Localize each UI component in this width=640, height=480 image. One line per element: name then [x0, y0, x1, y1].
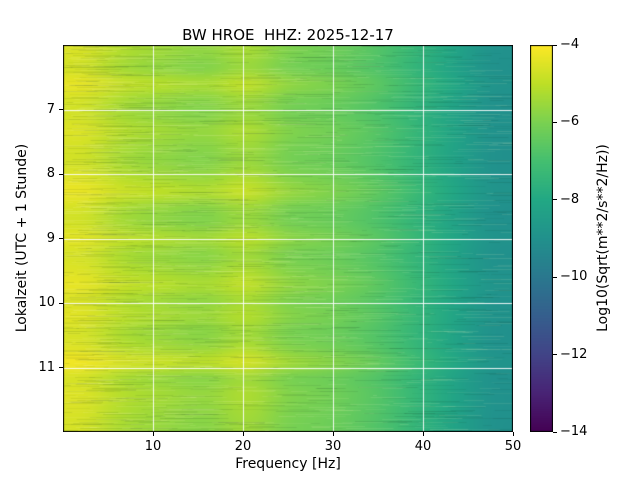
y-tick-label: 7 [46, 101, 55, 117]
colorbar-tick-label: −8 [560, 191, 580, 207]
colorbar [530, 45, 553, 432]
x-tick-label: 50 [504, 439, 522, 454]
colorbar-tick-mark [553, 276, 557, 278]
y-tick-label: 10 [38, 295, 55, 310]
x-tick-mark [242, 432, 244, 436]
colorbar-tick-label: −10 [560, 269, 588, 285]
y-tick-mark [59, 109, 63, 110]
x-tick-label: 10 [144, 439, 162, 454]
colorbar-tick-mark [553, 121, 557, 123]
colorbar-tick-mark [553, 354, 557, 356]
colorbar-tick-label: −14 [560, 424, 588, 439]
colorbar-tick-label: −6 [560, 114, 580, 130]
plot-title: BW HROE HHZ: 2025-12-17 [182, 26, 394, 44]
y-tick-mark [59, 302, 63, 304]
x-tick-label: 40 [414, 439, 432, 454]
y-tick-mark [59, 173, 63, 175]
y-tick-label: 9 [46, 230, 55, 246]
y-tick-label: 8 [46, 166, 55, 181]
colorbar-tick-label: −12 [560, 346, 588, 362]
x-tick-label: 20 [234, 439, 252, 454]
y-tick-label: 11 [38, 359, 55, 375]
colorbar-tick-mark [553, 431, 557, 433]
colorbar-tick-label: −4 [560, 37, 580, 52]
y-tick-mark [59, 367, 63, 368]
x-axis-label: Frequency [Hz] [235, 456, 341, 472]
x-tick-mark [512, 432, 514, 436]
colorbar-label: Log10(Sqrt(m**2/s**2/Hz)) [595, 144, 611, 332]
y-tick-mark [59, 238, 63, 239]
x-tick-mark [422, 432, 424, 436]
colorbar-tick-mark [553, 199, 557, 201]
colorbar-tick-mark [553, 44, 557, 46]
x-tick-label: 30 [324, 439, 342, 454]
x-tick-mark [332, 432, 334, 436]
spectrogram-heatmap [63, 45, 513, 432]
x-tick-mark [152, 432, 154, 436]
